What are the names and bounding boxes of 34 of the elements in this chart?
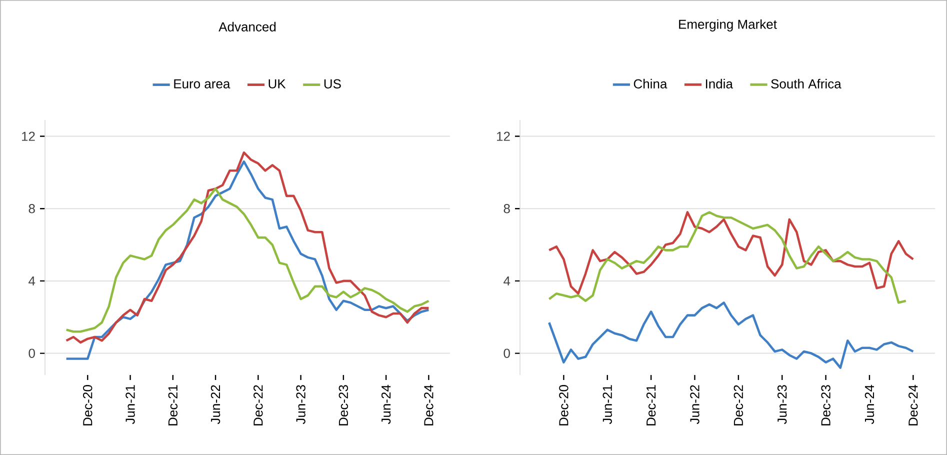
x-tick-label: Jun-21 [602,385,612,424]
x-tick-label: Jun-22 [210,385,220,424]
x-tick-label: Dec-23 [821,385,830,426]
x-tick-label: Jun-24 [381,384,391,424]
y-tick-label: 8 [28,204,35,214]
x-tick-label: Dec-23 [338,385,348,426]
x-tick-label: Dec-24 [424,384,434,426]
x-tick-label: Jun-21 [126,385,135,424]
chart-title: Advanced [218,22,276,32]
y-tick-label: 4 [504,276,510,286]
x-tick-label: Dec-20 [559,385,568,426]
y-tick-label: 0 [504,348,510,358]
x-tick-label: Jun-23 [296,385,306,424]
x-tick-label: Dec-22 [254,385,263,426]
y-tick-label: 12 [22,132,35,141]
x-tick-label: Jun-24 [864,384,874,424]
x-tick-label: Dec-24 [908,384,918,426]
chart-title: Emerging Market [679,19,777,32]
y-tick-label: 8 [504,204,510,214]
y-tick-label: 12 [497,132,510,141]
x-tick-label: Dec-20 [83,385,92,426]
x-tick-label: Dec-21 [646,385,656,426]
y-tick-label: 4 [28,276,36,286]
legend-label: India [706,78,733,88]
legend-label: South Africa [771,78,842,88]
legend-label: China [634,78,668,88]
x-tick-label: Dec-22 [734,385,744,426]
y-tick-label: 0 [28,348,35,358]
x-tick-label: Jun-23 [778,385,787,424]
legend-label: UK [268,79,286,88]
x-tick-label: Dec-21 [168,385,178,426]
legend-label: Euro area [174,79,230,88]
legend-label: US [324,79,341,88]
x-tick-label: Jun-22 [690,385,700,424]
